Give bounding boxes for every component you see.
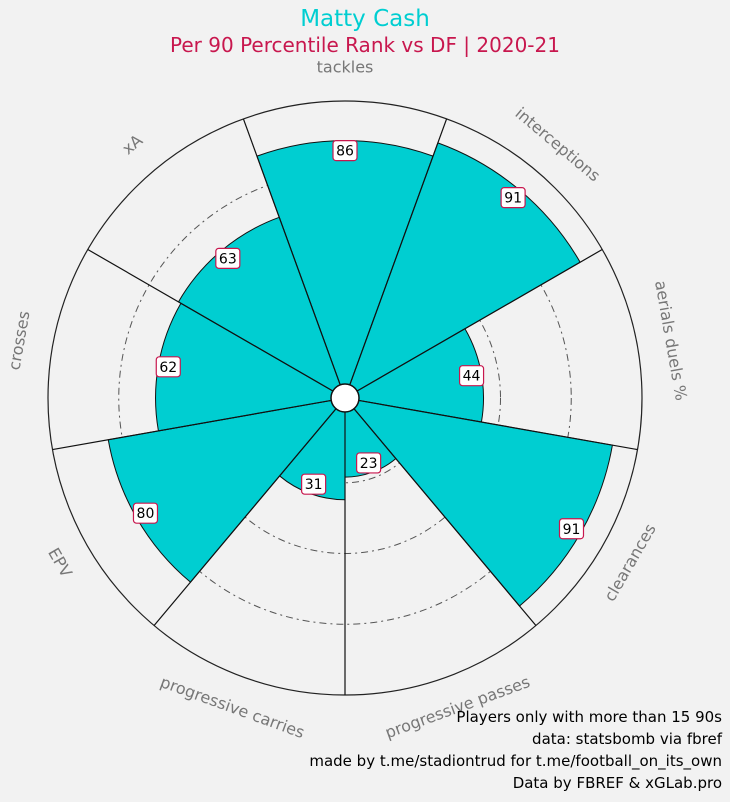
chart-subtitle: Per 90 Percentile Rank vs DF | 2020-21 bbox=[170, 33, 560, 57]
value-label-box-2 bbox=[458, 365, 485, 387]
spoke-8 bbox=[87, 248, 334, 392]
value-label-box-8 bbox=[215, 247, 241, 269]
footer-notes: Players only with more than 15 90s data:… bbox=[309, 706, 722, 794]
value-label-6: 80 bbox=[137, 506, 155, 522]
value-label-3: 91 bbox=[563, 522, 581, 538]
value-label-box-1 bbox=[500, 187, 526, 209]
value-label-box-7 bbox=[155, 356, 181, 378]
spoke-2 bbox=[356, 248, 603, 392]
value-label-2: 44 bbox=[463, 369, 481, 385]
value-label-box-6 bbox=[132, 502, 159, 524]
value-label-7: 62 bbox=[159, 360, 177, 376]
chart-title: Matty Cash bbox=[300, 6, 430, 32]
axis-label-xa: xA bbox=[118, 131, 146, 159]
value-label-5: 31 bbox=[305, 477, 323, 493]
spoke-3 bbox=[358, 399, 638, 451]
value-label-4: 23 bbox=[360, 456, 378, 472]
value-label-box-3 bbox=[558, 518, 585, 540]
value-label-0: 86 bbox=[336, 144, 354, 160]
axis-label-epv: EPV bbox=[44, 544, 76, 580]
value-label-box-0 bbox=[332, 140, 358, 162]
spoke-6 bbox=[153, 408, 337, 626]
center-hole bbox=[330, 383, 360, 413]
value-label-box-4 bbox=[356, 452, 382, 474]
spoke-7 bbox=[52, 399, 332, 451]
footer-line-2: data: statsbomb via fbref bbox=[532, 730, 722, 748]
spoke-0 bbox=[242, 118, 341, 386]
value-label-1: 91 bbox=[504, 191, 522, 207]
footer-line-1: Players only with more than 15 90s bbox=[456, 708, 722, 726]
axis-label-tackles: tackles bbox=[317, 58, 374, 77]
axis-label-aerials-duels-: aerials duels % bbox=[651, 279, 691, 402]
spoke-1 bbox=[349, 118, 448, 386]
footer-line-4: Data by FBREF & xGLab.pro bbox=[512, 774, 722, 792]
footer-line-3: made by t.me/stadiontrud for t.me/footba… bbox=[309, 752, 722, 770]
value-label-box-5 bbox=[301, 473, 327, 495]
spoke-4 bbox=[353, 408, 537, 626]
axis-label-crosses: crosses bbox=[4, 309, 33, 371]
value-label-8: 63 bbox=[219, 251, 237, 267]
